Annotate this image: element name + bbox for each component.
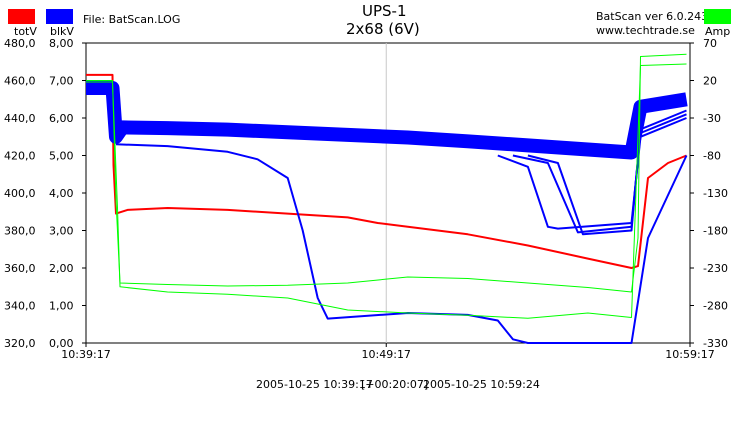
series-line-amp [86, 53, 687, 293]
totv-tick-label: 420,0 [4, 150, 36, 163]
totv-legend-swatch [8, 9, 35, 24]
blkv-tick-label: 8,00 [49, 37, 74, 50]
website: www.techtrade.se [596, 24, 695, 37]
amp-tick-label: 20 [703, 75, 717, 88]
file-label: File: BatScan.LOG [83, 13, 181, 26]
series-line-amp-2 [86, 63, 687, 319]
amp-legend-swatch [704, 9, 731, 24]
totv-tick-label: 480,0 [4, 37, 36, 50]
plot-area-frame [85, 42, 691, 344]
blkv-tick-label: 1,00 [49, 300, 74, 313]
blkv-tick-label: 3,00 [49, 225, 74, 238]
chart-title: UPS-1 [362, 2, 407, 20]
totv-tick-label: 440,0 [4, 112, 36, 125]
blkv-tick-label: 5,00 [49, 150, 74, 163]
series-line-blkv-cell-1 [115, 143, 688, 344]
series-line-blkv-cell-3 [512, 113, 687, 234]
footer-start: 2005-10-25 10:39:17 [256, 378, 373, 391]
blkv-tick-label: 7,00 [49, 75, 74, 88]
totv-tick-label: 360,0 [4, 262, 36, 275]
x-tick-label: 10:59:17 [665, 348, 714, 361]
series-line-totv [86, 73, 687, 269]
blkv-tick-label: 6,00 [49, 112, 74, 125]
blkv-tick-label: 4,00 [49, 187, 74, 200]
amp-tick-label: 70 [703, 37, 717, 50]
totv-tick-label: 380,0 [4, 225, 36, 238]
amp-legend-label: Amp [705, 25, 731, 38]
blkv-tick-label: 0,00 [49, 337, 74, 350]
series-line-blkv-band [86, 81, 688, 160]
totv-legend-label: totV [14, 25, 37, 38]
app-version: BatScan ver 6.0.243 [596, 10, 709, 23]
chart-subtitle: 2x68 (6V) [346, 20, 420, 38]
x-tick-label: 10:49:17 [362, 348, 411, 361]
amp-tick-label: -80 [703, 150, 721, 163]
blkv-tick-label: 2,00 [49, 262, 74, 275]
amp-tick-label: -330 [703, 337, 728, 350]
amp-tick-label: -30 [703, 112, 721, 125]
totv-tick-label: 320,0 [4, 337, 36, 350]
series-line-blkv-cell-4 [527, 109, 687, 236]
totv-tick-label: 460,0 [4, 75, 36, 88]
x-tick-label: 10:39:17 [61, 348, 110, 361]
footer-end: 2005-10-25 10:59:24 [423, 378, 540, 391]
amp-tick-label: -180 [703, 225, 728, 238]
amp-tick-label: -280 [703, 300, 728, 313]
blkv-legend-swatch [46, 9, 73, 24]
footer-duration: [+00:20:07] [361, 378, 429, 391]
blkv-legend-label: blkV [50, 25, 74, 38]
totv-tick-label: 340,0 [4, 300, 36, 313]
totv-tick-label: 400,0 [4, 187, 36, 200]
amp-tick-label: -130 [703, 187, 728, 200]
amp-tick-label: -230 [703, 262, 728, 275]
